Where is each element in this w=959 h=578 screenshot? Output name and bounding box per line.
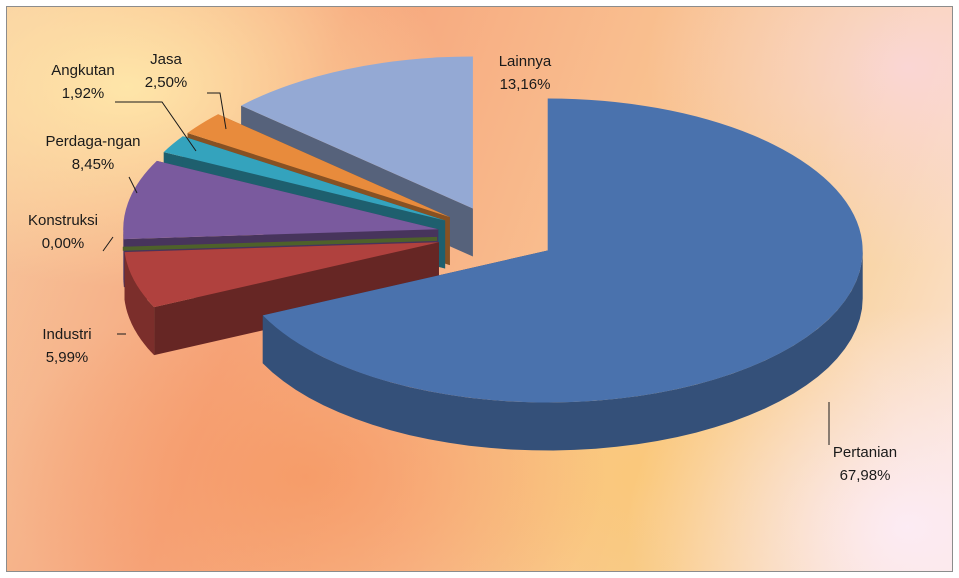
leader-line-jasa [207, 92, 227, 130]
label-value-perdaga-ngan: 8,45% [72, 156, 115, 173]
leader-line-perdaga-ngan [128, 176, 138, 194]
pie-slice-konstruksi [122, 236, 438, 251]
label-value-industri: 5,99% [46, 349, 89, 366]
label-category-angkutan: Angkutan [51, 62, 114, 79]
leader-line-angkutan [115, 101, 197, 152]
label-category-industri: Industri [42, 326, 91, 343]
label-category-konstruksi: Konstruksi [28, 212, 98, 229]
pie-slice-pertanian [262, 98, 863, 451]
label-value-jasa: 2,50% [145, 74, 188, 91]
label-category-perdaga-ngan: Perdaga-ngan [45, 133, 140, 150]
label-category-lainnya: Lainnya [499, 53, 552, 70]
label-category-pertanian: Pertanian [833, 444, 897, 461]
pie-chart: Pertanian 67,98% Industri 5,99% Konstruksi 0,… [28, 51, 897, 484]
label-value-pertanian: 67,98% [840, 467, 891, 484]
label-value-konstruksi: 0,00% [42, 235, 85, 252]
leader-line-konstruksi [102, 236, 114, 252]
label-value-angkutan: 1,92% [62, 85, 105, 102]
chart-area: Pertanian 67,98% Industri 5,99% Konstruksi 0,… [6, 6, 953, 572]
label-value-lainnya: 13,16% [500, 76, 551, 93]
label-category-jasa: Jasa [150, 51, 182, 68]
pie-slice-industri [124, 242, 439, 356]
